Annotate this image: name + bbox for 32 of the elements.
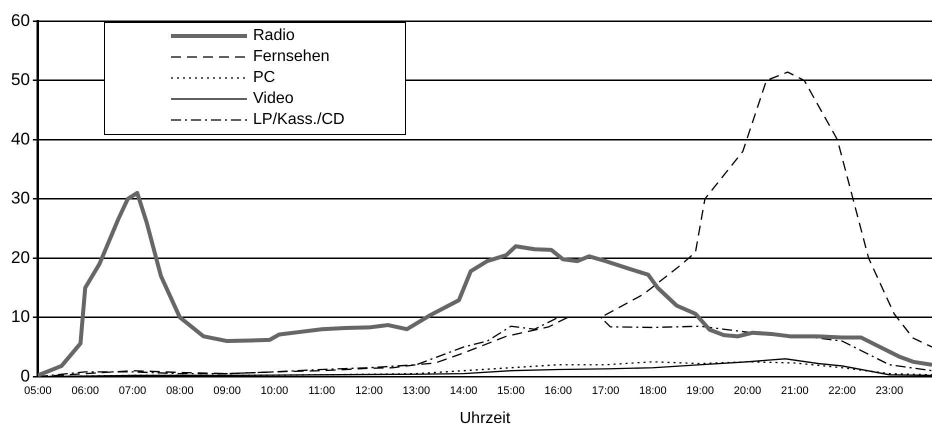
x-tick-label: 16:00 bbox=[544, 385, 572, 398]
y-tick-label: 20 bbox=[10, 248, 30, 267]
y-tick-label: 0 bbox=[20, 366, 30, 386]
legend-label: Fernsehen bbox=[253, 47, 330, 67]
x-tick-label: 14:00 bbox=[450, 385, 478, 398]
x-tick-label: 07:00 bbox=[118, 385, 146, 398]
x-tick-label: 12:00 bbox=[355, 385, 383, 398]
x-tick-label: 08:00 bbox=[166, 385, 194, 398]
x-tick-label: 09:00 bbox=[213, 385, 241, 398]
x-tick-label: 19:00 bbox=[686, 385, 714, 398]
x-tick-label: 05:00 bbox=[24, 385, 52, 398]
x-tick-label: 10:00 bbox=[260, 385, 288, 398]
y-tick-label: 10 bbox=[10, 307, 30, 326]
x-tick-label: 11:00 bbox=[308, 385, 336, 398]
legend-label: PC bbox=[253, 68, 276, 88]
x-axis-title: Uhrzeit bbox=[460, 410, 511, 427]
legend-label: LP/Kass./CD bbox=[253, 110, 345, 130]
y-tick-label: 40 bbox=[10, 129, 30, 148]
x-tick-label: 15:00 bbox=[497, 385, 525, 398]
x-tick-label: 21:00 bbox=[781, 385, 809, 398]
y-tick-label: 60 bbox=[10, 10, 30, 30]
x-tick-label: 18:00 bbox=[639, 385, 667, 398]
y-tick-label: 30 bbox=[10, 188, 30, 208]
x-tick-label: 06:00 bbox=[71, 385, 99, 398]
x-tick-label: 13:00 bbox=[402, 385, 430, 398]
x-tick-label: 22:00 bbox=[828, 385, 856, 398]
x-tick-label: 17:00 bbox=[592, 385, 620, 398]
legend-label: Video bbox=[253, 89, 294, 109]
x-tick-label: 23:00 bbox=[876, 385, 904, 398]
x-tick-label: 20:00 bbox=[734, 385, 762, 398]
legend-label: Radio bbox=[253, 26, 295, 46]
y-tick-label: 50 bbox=[10, 70, 30, 90]
